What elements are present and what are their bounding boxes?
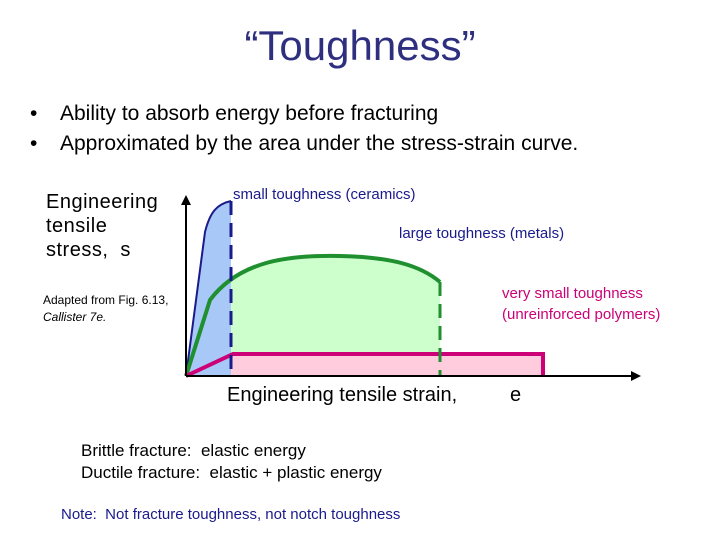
- footnote: Note: Not fracture toughness, not notch …: [61, 506, 401, 523]
- polymers-curve: [185, 352, 545, 378]
- ceramics-label: small toughness (ceramics): [233, 186, 416, 203]
- polymers-area: [186, 354, 543, 376]
- ductile-fracture-note: Ductile fracture: elastic + plastic ener…: [81, 463, 382, 482]
- fracture-notes: Brittle fracture: elastic energy Ductile…: [81, 440, 382, 484]
- x-axis-symbol: e: [510, 384, 522, 406]
- bullet-text: Ability to absorb energy before fracturi…: [60, 102, 439, 125]
- ceramics-curve: [185, 200, 232, 377]
- polymers-label-line: (unreinforced polymers): [502, 306, 661, 323]
- y-axis-label: Engineering tensile stress, s: [46, 190, 186, 262]
- y-axis-label-text: Engineering tensile stress,: [46, 191, 159, 261]
- bullet-item: • Ability to absorb energy before fractu…: [30, 99, 578, 129]
- figure-source: Adapted from Fig. 6.13, Callister 7e.: [43, 292, 168, 326]
- polymers-label-line: very small toughness: [502, 285, 643, 302]
- metals-area: [186, 255, 440, 376]
- bullet-item: • Approximated by the area under the str…: [30, 129, 578, 159]
- brittle-fracture-note: Brittle fracture: elastic energy: [81, 441, 306, 460]
- ceramics-area: [186, 201, 231, 376]
- metals-label: large toughness (metals): [399, 225, 565, 242]
- bullet-text: Approximated by the area under the stres…: [60, 132, 579, 155]
- y-axis-symbol: s: [120, 239, 131, 261]
- polymers-label: very small toughness (unreinforced polym…: [502, 283, 660, 325]
- figure-source-line: Adapted from Fig. 6.13,: [43, 293, 169, 307]
- bullet-glyph: •: [30, 102, 38, 125]
- figure-source-book: Callister 7e.: [43, 310, 107, 324]
- bullet-list: • Ability to absorb energy before fractu…: [30, 99, 578, 159]
- bullet-glyph: •: [30, 132, 38, 155]
- slide-title: “Toughness”: [244, 22, 476, 69]
- x-axis-label: Engineering tensile strain,: [227, 384, 458, 406]
